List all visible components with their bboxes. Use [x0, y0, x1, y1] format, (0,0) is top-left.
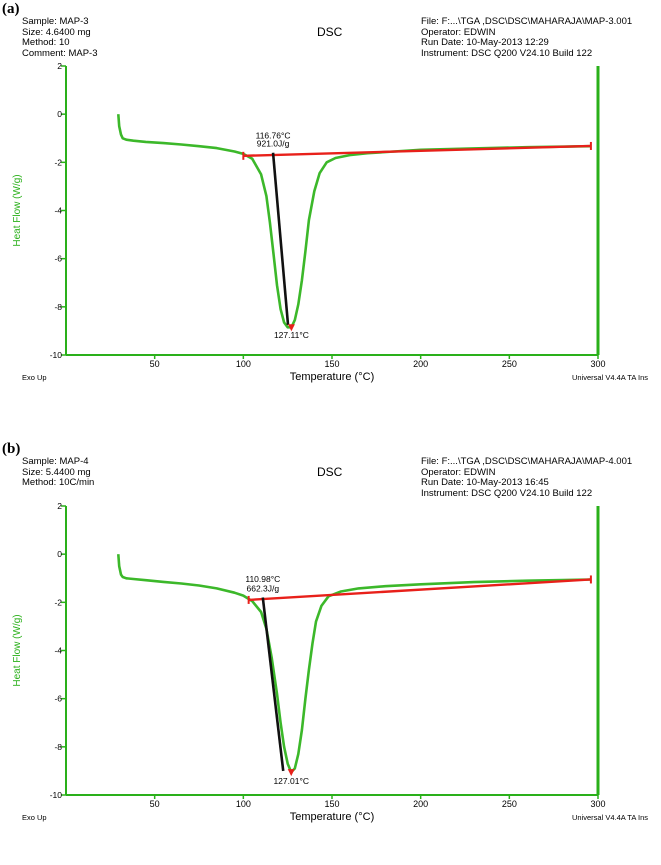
panel-a: (a) Sample: MAP-3 Size: 4.6400 mg Method… — [0, 0, 661, 425]
y-tick-label: -6 — [54, 254, 62, 264]
onset-tangent-line — [271, 152, 290, 326]
x-tick-label: 300 — [590, 799, 605, 809]
x-axis-label: Temperature (°C) — [290, 811, 374, 823]
y-tick-label: 0 — [57, 549, 62, 559]
x-tick-label: 250 — [502, 359, 517, 369]
sample-info-line: Sample: MAP-4 — [22, 456, 89, 467]
onset-tangent-line — [261, 597, 285, 772]
y-tick-label: -10 — [50, 350, 63, 360]
x-tick-label: 50 — [150, 359, 160, 369]
panel-label: (b) — [2, 441, 21, 457]
y-tick-label: -8 — [54, 742, 62, 752]
y-tick-label: 2 — [57, 61, 62, 71]
file-info-line: Run Date: 10-May-2013 12:29 — [421, 37, 549, 48]
file-info-line: File: F:...\TGA ,DSC\DSC\MAHARAJA\MAP-4.… — [421, 456, 633, 467]
annotation-label: 127.01°C — [273, 776, 309, 786]
sample-info-line: Method: 10 — [22, 37, 70, 48]
baseline-line — [248, 578, 591, 602]
y-tick-label: -4 — [54, 206, 62, 216]
y-tick-label: -10 — [50, 790, 63, 800]
sample-info: Sample: MAP-4 Size: 5.4400 mg Method: 10… — [22, 456, 95, 489]
file-info-line: Instrument: DSC Q200 V24.10 Build 122 — [421, 47, 593, 59]
x-tick-label: 100 — [236, 799, 251, 809]
y-tick-label: 0 — [57, 109, 62, 119]
x-tick-label: 200 — [413, 799, 428, 809]
exo-up-label: Exo Up — [22, 373, 47, 382]
y-tick-label: -6 — [54, 694, 62, 704]
y-axis-label: Heat Flow (W/g) — [12, 614, 23, 686]
panel-label: (a) — [2, 1, 20, 17]
x-tick-label: 50 — [150, 799, 160, 809]
x-axis-label: Temperature (°C) — [290, 371, 374, 383]
chart-title: DSC — [317, 25, 343, 39]
annotation-label: 662.3J/g — [246, 583, 279, 593]
file-info-line: Instrument: DSC Q200 V24.10 Build 122 — [421, 487, 593, 499]
annotation-label: 110.98°C — [245, 574, 280, 584]
file-info-line: Operator: EDWIN — [421, 466, 496, 478]
y-tick-label: -8 — [54, 302, 62, 312]
panel-b: (b) Sample: MAP-4 Size: 5.4400 mg Method… — [0, 440, 661, 865]
sample-info-line: Comment: MAP-3 — [22, 47, 98, 59]
dsc-chart: 2 0 -2 -4 -6 -8 -10 50 100 150 200 250 300 Heat Flow … — [12, 61, 648, 383]
peak-marker — [287, 324, 295, 332]
annotation-label: 921.0J/g — [257, 139, 290, 149]
file-info: File: F:...\TGA ,DSC\DSC\MAHARAJA\MAP-3.… — [421, 16, 633, 59]
file-info-line: Run Date: 10-May-2013 16:45 — [421, 477, 549, 488]
y-tick-label: 2 — [57, 501, 62, 511]
dsc-chart: 2 0 -2 -4 -6 -8 -10 50 100 150 200 250 300 Heat Flow … — [12, 501, 648, 823]
heat-flow-curve — [117, 114, 591, 329]
y-axis-label: Heat Flow (W/g) — [12, 174, 23, 246]
y-tick-label: -2 — [54, 597, 62, 607]
exo-up-label: Exo Up — [22, 813, 47, 822]
file-info: File: F:...\TGA ,DSC\DSC\MAHARAJA\MAP-4.… — [421, 456, 633, 499]
sample-info-line: Size: 5.4400 mg — [22, 466, 91, 478]
software-label: Universal V4.4A TA Ins — [572, 813, 648, 822]
software-label: Universal V4.4A TA Ins — [572, 373, 648, 382]
x-tick-label: 150 — [324, 799, 339, 809]
heat-flow-curve — [117, 554, 591, 774]
sample-info-line: Sample: MAP-3 — [22, 16, 89, 27]
chart-title: DSC — [317, 465, 343, 479]
y-tick-label: -2 — [54, 157, 62, 167]
x-tick-label: 150 — [324, 359, 339, 369]
baseline-line — [243, 144, 591, 158]
x-tick-label: 250 — [502, 799, 517, 809]
sample-info-line: Size: 4.6400 mg — [22, 26, 91, 38]
x-tick-label: 300 — [590, 359, 605, 369]
x-tick-label: 200 — [413, 359, 428, 369]
annotation-label: 127.11°C — [274, 330, 309, 340]
file-info-line: File: F:...\TGA ,DSC\DSC\MAHARAJA\MAP-3.… — [421, 16, 633, 27]
sample-info-line: Method: 10C/min — [22, 477, 95, 488]
file-info-line: Operator: EDWIN — [421, 26, 496, 38]
x-tick-label: 100 — [236, 359, 251, 369]
annotation-label: 116.76°C — [256, 130, 291, 140]
peak-marker — [287, 769, 295, 777]
y-tick-label: -4 — [54, 646, 62, 656]
sample-info: Sample: MAP-3 Size: 4.6400 mg Method: 10… — [22, 16, 98, 59]
